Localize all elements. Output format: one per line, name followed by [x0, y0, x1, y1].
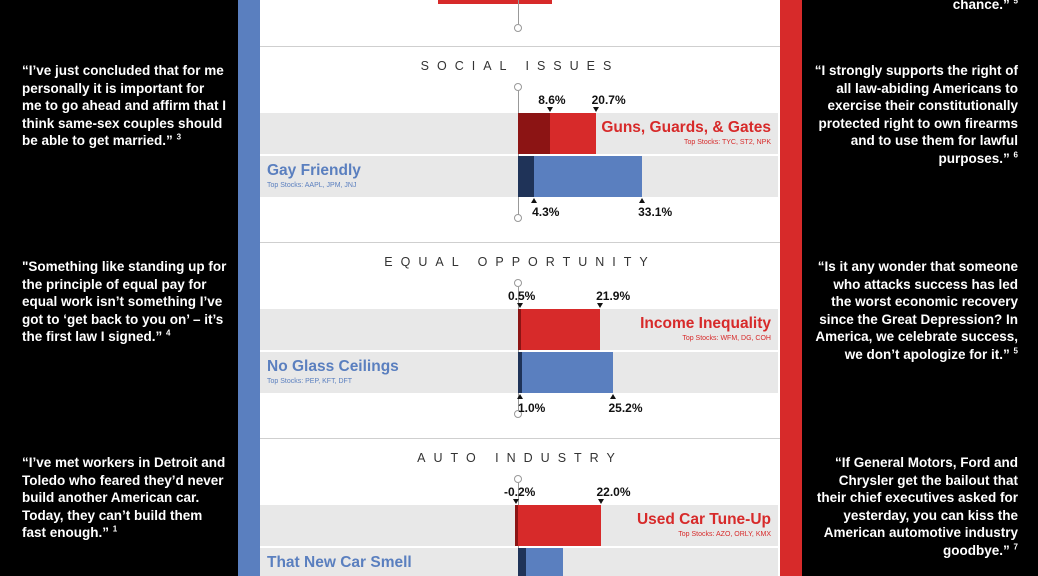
- value-pointer: [592, 107, 599, 112]
- axis-bottom-dot: [514, 410, 522, 418]
- axis-top-dot: [514, 279, 522, 287]
- value-pointer: [547, 107, 554, 112]
- section-divider: [260, 46, 780, 47]
- bar-total-change: [518, 352, 613, 393]
- category-name: No Glass Ceilings: [267, 358, 399, 375]
- section-title: AUTO INDUSTRY: [417, 451, 623, 465]
- bar-total-change: [518, 505, 601, 546]
- bar-period-change: [518, 548, 526, 576]
- value-label: 20.7%: [591, 93, 626, 107]
- value-label: -0.2%: [504, 485, 536, 499]
- top-remnant-axis-dot: [514, 24, 522, 32]
- category-name: Gay Friendly: [267, 162, 361, 179]
- value-pointer: [517, 394, 523, 399]
- category-top-stocks: Top Stocks: TYC, ST2, NPK: [683, 139, 771, 146]
- category-name: Income Inequality: [640, 315, 771, 332]
- axis-bottom-dot: [514, 214, 522, 222]
- value-label: 4.3%: [532, 205, 560, 219]
- category-name: Guns, Guards, & Gates: [601, 119, 771, 136]
- value-pointer: [531, 198, 538, 203]
- category-top-stocks: Top Stocks: AZO, ORLY, KMX: [678, 531, 771, 538]
- category-top-stocks: Top Stocks: WFM, DG, COH: [682, 335, 771, 342]
- democrat-side-bar: [238, 0, 260, 576]
- category-name: That New Car Smell: [267, 554, 412, 571]
- quote-top-right-tail: chance.” 5: [952, 0, 1018, 12]
- bar-period-change: [515, 505, 518, 546]
- section-title: SOCIAL ISSUES: [420, 59, 620, 73]
- quote-equal-left: "Something like standing up for the prin…: [22, 259, 227, 344]
- republican-side-bar: [780, 0, 802, 576]
- value-label: 22.0%: [596, 485, 631, 499]
- quote-auto-left: “I’ve met workers in Detroit and Toledo …: [22, 455, 226, 540]
- bar-total-change: [518, 309, 601, 350]
- value-pointer: [513, 499, 519, 504]
- category-top-stocks: Top Stocks: AAPL, JPM, JNJ: [267, 182, 357, 189]
- value-label: 0.5%: [508, 289, 536, 303]
- bar-total-change: [518, 156, 643, 197]
- value-pointer: [517, 303, 523, 308]
- top-remnant-axis: [518, 0, 519, 24]
- quote-social-left: “I’ve just concluded that for me persona…: [22, 63, 227, 148]
- bar-period-change: [518, 156, 535, 197]
- section-title: EQUAL OPPORTUNITY: [384, 255, 656, 269]
- value-pointer: [639, 198, 646, 203]
- axis-top-dot: [514, 475, 522, 483]
- top-remnant-bar: [438, 0, 552, 4]
- bar-period-change: [518, 352, 522, 393]
- value-label: 21.9%: [596, 289, 631, 303]
- category-top-stocks: Top Stocks: PEP, KFT, DFT: [267, 378, 353, 385]
- quote-equal-right: “Is it any wonder that someone who attac…: [815, 259, 1018, 362]
- axis-top-dot: [514, 83, 522, 91]
- value-label: 33.1%: [638, 205, 673, 219]
- quote-social-right: “I strongly supports the right of all la…: [814, 63, 1018, 166]
- value-label: 8.6%: [538, 93, 566, 107]
- value-pointer: [597, 303, 604, 308]
- category-name: Used Car Tune-Up: [636, 511, 771, 528]
- value-label: 1.0%: [518, 401, 546, 415]
- section-divider: [260, 242, 780, 243]
- quote-auto-right: “If General Motors, Ford and Chrysler ge…: [816, 455, 1018, 558]
- value-pointer: [609, 394, 616, 399]
- bar-period-change: [518, 309, 521, 350]
- bar-period-change: [518, 113, 551, 154]
- value-pointer: [597, 499, 604, 504]
- section-divider: [260, 438, 780, 439]
- value-label: 25.2%: [608, 401, 643, 415]
